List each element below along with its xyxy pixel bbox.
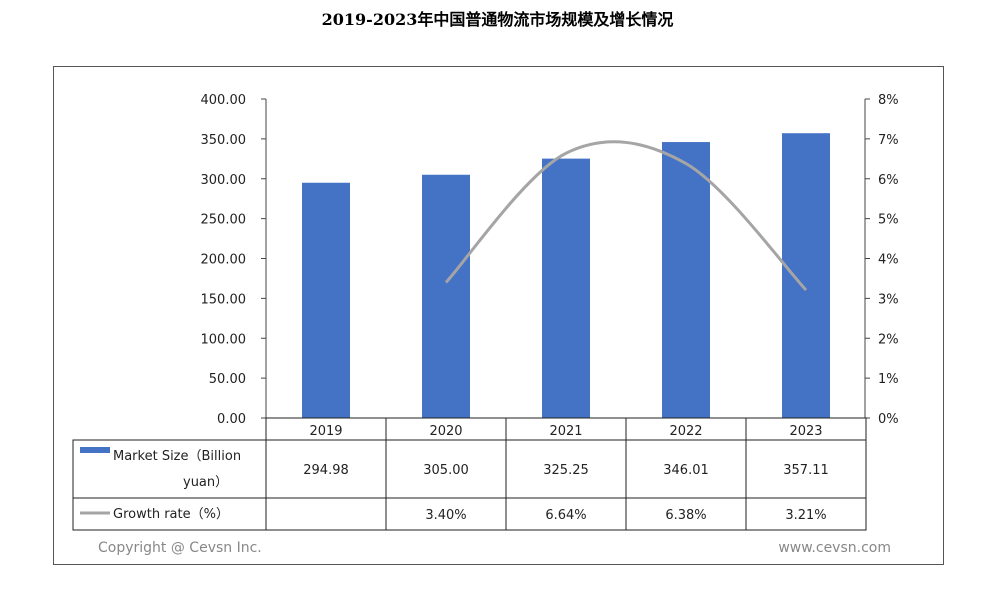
right-tick-label: 8% [878,93,899,108]
growth-rate-value: 3.40% [425,508,466,523]
bar-2019 [302,182,350,418]
right-tick-label: 5% [878,213,899,228]
left-tick-label: 50.00 [209,372,246,387]
left-tick-label: 0.00 [217,412,246,427]
growth-line [444,140,808,292]
right-tick-label: 3% [878,292,899,307]
copyright: Copyright @ Cevsn Inc. [98,540,262,556]
legend-key-market-size [80,447,110,453]
legend-label-market-size-cont: yuan） [183,475,228,490]
left-tick-label: 100.00 [201,332,247,347]
bar-2020 [422,174,470,418]
left-tick-label: 300.00 [201,173,247,188]
right-tick-label: 6% [878,173,899,188]
chart-frame [53,66,944,565]
market-size-value: 305.00 [423,463,469,478]
left-tick-label: 250.00 [201,213,247,228]
category-label: 2019 [309,424,342,439]
legend-label-growth-rate: Growth rate（%） [113,507,229,522]
growth-rate-value: 6.64% [545,508,586,523]
right-tick-label: 0% [878,412,899,427]
market-size-value: 346.01 [663,463,709,478]
category-label: 2020 [429,424,462,439]
category-label: 2021 [549,424,582,439]
chart-title: 2019-2023年中国普通物流市场规模及增长情况 [321,10,674,29]
website: www.cevsn.com [778,540,891,556]
right-tick-label: 4% [878,253,899,268]
bar-2023 [782,133,830,418]
legend-label-market-size: Market Size（Billion [113,449,241,464]
left-tick-label: 200.00 [201,253,247,268]
market-size-value: 357.11 [783,463,829,478]
growth-rate-value: 3.21% [785,508,826,523]
right-tick-label: 1% [878,372,899,387]
market-size-value: 294.98 [303,463,349,478]
left-tick-label: 350.00 [201,133,247,148]
market-size-value: 325.25 [543,463,589,478]
category-label: 2022 [669,424,702,439]
right-tick-label: 7% [878,133,899,148]
bar-2022 [662,142,710,419]
right-tick-label: 2% [878,332,899,347]
growth-rate-value: 6.38% [665,508,706,523]
bar-2021 [542,158,590,418]
left-tick-label: 150.00 [201,292,247,307]
category-label: 2023 [789,424,822,439]
left-tick-label: 400.00 [201,93,247,108]
